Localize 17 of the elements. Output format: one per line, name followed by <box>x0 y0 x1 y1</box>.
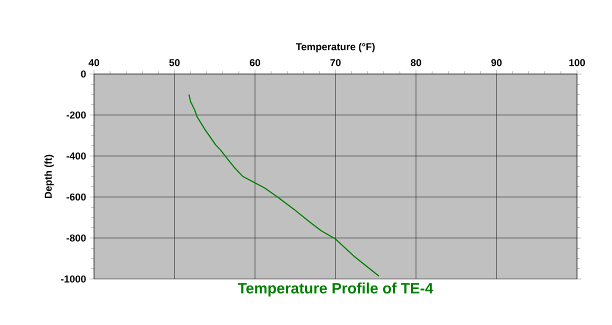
x-tick-label: 70 <box>330 59 341 66</box>
x-tick-label: 100 <box>569 59 585 66</box>
y-tick-label: -600 <box>66 193 86 201</box>
x-tick-label: 60 <box>250 59 260 66</box>
y-tick-label: -400 <box>66 152 86 160</box>
x-tick-label: 80 <box>410 59 422 66</box>
x-axis-title: Temperature (°F) <box>296 42 375 52</box>
y-axis-title: Depth (ft) <box>44 154 54 198</box>
x-tick-label: 90 <box>491 59 502 66</box>
x-tick-label: 40 <box>88 59 100 66</box>
line-series <box>188 94 380 277</box>
y-tick-label: -1000 <box>61 275 86 283</box>
text: Temperature Profile of TE-4 <box>238 282 434 297</box>
y-tick-label: -200 <box>66 111 86 119</box>
y-tick-label: 0 <box>81 70 86 78</box>
y-tick-label: -800 <box>66 234 86 242</box>
x-tick-label: 50 <box>169 59 180 66</box>
